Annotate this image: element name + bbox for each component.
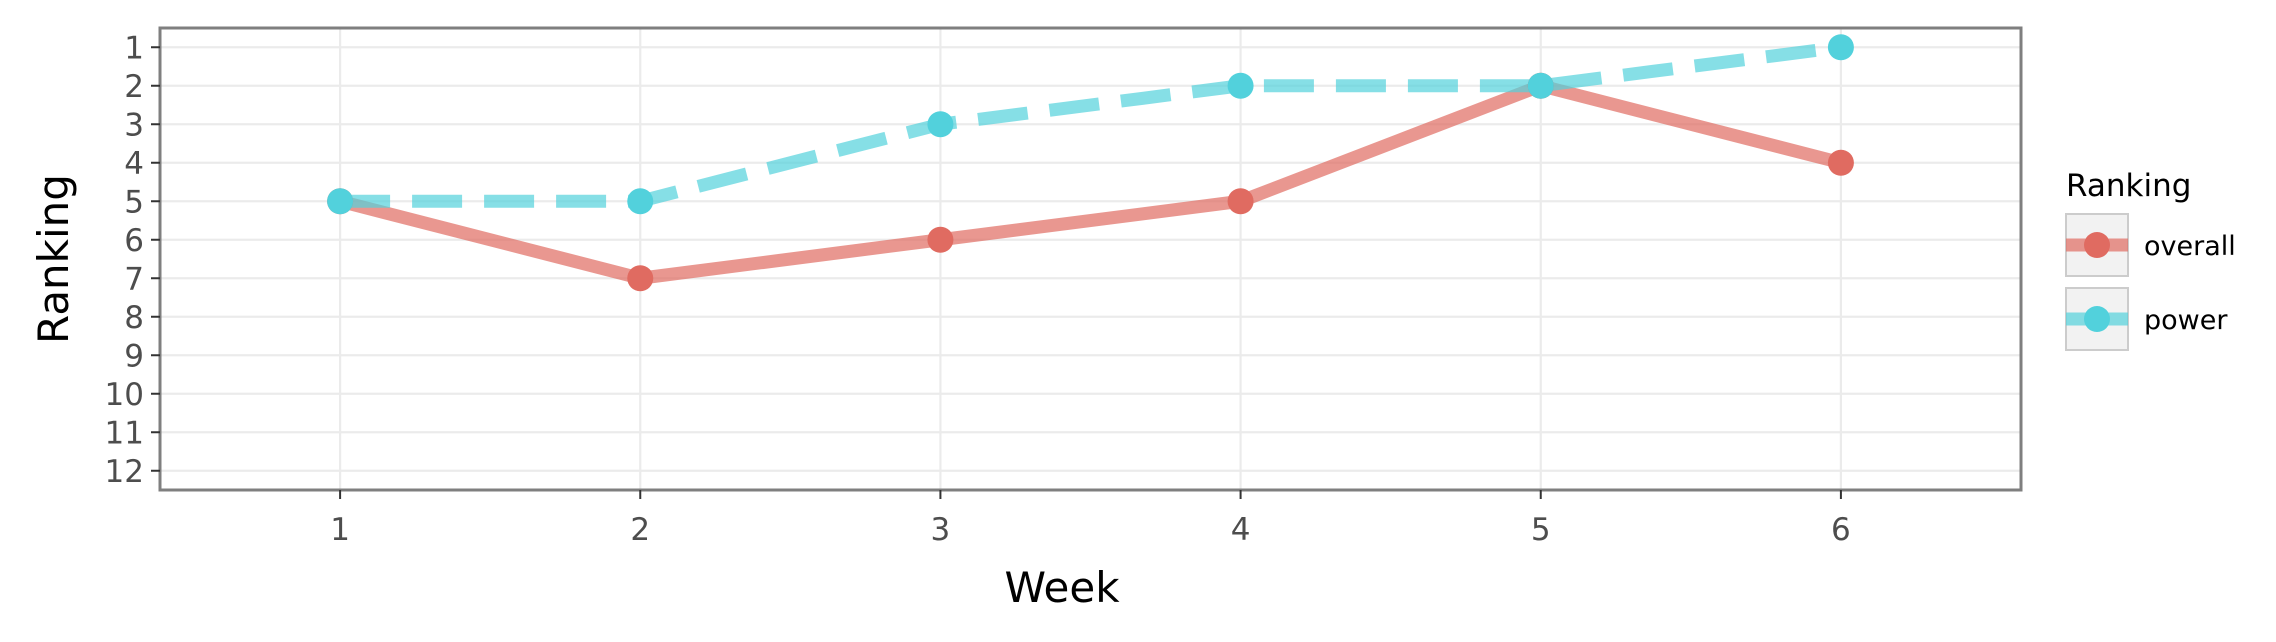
data-point-power [1527,72,1554,99]
legend-items: overall power [2065,213,2236,351]
data-point-overall [1827,149,1854,176]
y-tick-label: 4 [124,146,144,182]
legend-label: overall [2144,231,2236,262]
y-axis-title: Ranking [29,174,78,344]
y-tick-label: 5 [124,184,144,220]
legend-title: Ranking [2066,168,2191,204]
series-lines [338,40,1843,285]
y-tick-label: 8 [124,300,144,336]
legend-key-point [2084,232,2110,258]
legend-label: power [2144,305,2228,336]
data-point-power [1227,72,1254,99]
legend-item-power: power [2065,287,2228,351]
x-tick-label: 2 [630,512,650,548]
data-point-power [927,111,954,138]
y-tick-label: 10 [105,377,144,413]
series-line-power [340,40,1842,208]
y-tick-label: 7 [124,261,144,297]
x-tick-label: 6 [1831,512,1851,548]
y-tick-label: 11 [105,415,144,451]
plot-panel-background [160,28,2021,490]
legend-key-point [2084,306,2110,332]
y-tick-label: 6 [124,223,144,259]
x-axis-tick-labels: 1 2 3 4 5 6 [330,512,1851,548]
data-point-power [627,188,654,215]
x-tick-label: 1 [330,512,350,548]
x-tick-label: 3 [931,512,951,548]
data-point-power [327,188,354,215]
x-tick-label: 4 [1231,512,1251,548]
y-tick-label: 9 [124,338,144,374]
x-tick-label: 5 [1531,512,1551,548]
axis-ticks [151,46,1842,499]
data-point-overall [1227,188,1254,215]
y-tick-label: 1 [124,30,144,66]
series-line-overall [338,79,1843,285]
y-tick-label: 2 [124,69,144,105]
y-tick-label: 3 [124,107,144,143]
data-point-overall [927,226,954,253]
data-point-overall [627,265,654,292]
plot-panel-border [158,26,2023,492]
x-axis-title: Week [1004,563,1120,612]
data-point-power [1827,34,1854,61]
y-tick-label: 12 [105,454,144,490]
legend: Ranking overall power [2065,168,2236,351]
legend-item-overall: overall [2065,213,2236,277]
series-points [327,34,1854,292]
